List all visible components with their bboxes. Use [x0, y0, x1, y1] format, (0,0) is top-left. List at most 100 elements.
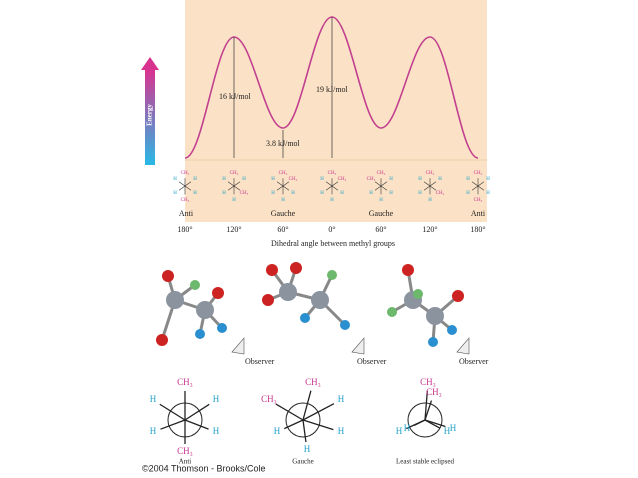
bond: [184, 403, 210, 421]
atom-label: CH₃: [377, 171, 386, 176]
bond: [178, 181, 186, 187]
observer-label: Observer: [459, 357, 489, 366]
atom-label: H: [369, 191, 373, 196]
atom-label: CH₃: [181, 171, 190, 176]
atom-label: H: [222, 191, 226, 196]
x-axis-title: Dihedral angle between methyl groups: [271, 239, 395, 248]
atom-label: CH₃: [474, 171, 483, 176]
bond: [276, 181, 284, 187]
newman-name: Gauche: [292, 458, 313, 466]
atom-label: CH₃: [181, 198, 190, 203]
bond: [413, 419, 426, 427]
bond: [374, 181, 382, 187]
atom-label: H: [389, 177, 393, 182]
atom-label: H: [150, 394, 157, 404]
energy-label: Energy: [146, 104, 154, 126]
bond: [325, 185, 333, 191]
atom-label: H: [222, 177, 226, 182]
atom-label: H: [304, 444, 311, 454]
bond: [302, 419, 334, 431]
bond: [325, 181, 333, 187]
bond: [178, 185, 186, 191]
atom-label: CH₃: [177, 446, 193, 456]
bond: [429, 185, 437, 191]
bond: [424, 400, 433, 421]
bond: [380, 181, 388, 187]
atom-label: CH₃: [338, 177, 347, 182]
bond: [233, 181, 241, 187]
bond: [227, 181, 235, 187]
bond: [184, 419, 209, 430]
atom-label: H: [330, 198, 334, 203]
observer-label: Observer: [245, 357, 275, 366]
atom-label: H: [291, 191, 295, 196]
atom-label: CH₃: [230, 171, 239, 176]
atom-label: CH₃: [420, 377, 436, 387]
atom-label: H: [404, 423, 411, 433]
atom-label: CH₃: [367, 177, 376, 182]
atom-label: H: [379, 198, 383, 203]
atom-label: H: [213, 394, 220, 404]
model-atoms: [156, 262, 464, 347]
atom-label: CH₃: [328, 171, 337, 176]
bond: [302, 419, 307, 443]
bond: [374, 185, 382, 191]
bond: [227, 185, 235, 191]
conformation-label: Gauche: [369, 209, 394, 218]
bond: [471, 181, 479, 187]
bond: [331, 185, 339, 191]
atom-label: H: [173, 191, 177, 196]
bond: [283, 419, 304, 430]
observer-icons: [231, 337, 470, 355]
atom-label: H: [418, 191, 422, 196]
bond: [477, 185, 485, 191]
newman-name: Anti: [179, 458, 192, 466]
barrier-label: 19 kJ/mol: [316, 85, 349, 94]
bond: [380, 185, 388, 191]
barrier-label: 3.8 kJ/mol: [266, 139, 301, 148]
angle-label: 120°: [422, 225, 437, 234]
bond: [423, 185, 431, 191]
bond: [160, 419, 186, 430]
atom-label: H: [320, 177, 324, 182]
observer-label: Observer: [357, 357, 387, 366]
atom-label: H: [438, 177, 442, 182]
barrier-label: 16 kJ/mol: [219, 92, 252, 101]
conformation-label: Anti: [471, 209, 486, 218]
atom-label: H: [450, 423, 457, 433]
atom-label: H: [444, 426, 451, 436]
atom-label: H: [193, 191, 197, 196]
bond: [477, 181, 485, 187]
atom-label: H: [173, 177, 177, 182]
angle-label: 180°: [177, 225, 192, 234]
atom-label: CH₃: [305, 377, 321, 387]
atom-label: H: [281, 198, 285, 203]
bond: [424, 390, 429, 421]
atom-label: H: [418, 177, 422, 182]
atom-label: H: [486, 177, 490, 182]
atom-label: CH₃: [279, 171, 288, 176]
atom-label: H: [274, 426, 281, 436]
atom-label: H: [271, 191, 275, 196]
bond: [424, 419, 446, 428]
atom-label: H: [193, 177, 197, 182]
bond: [471, 185, 479, 191]
atom-label: H: [242, 177, 246, 182]
bond: [159, 403, 186, 421]
atom-label: H: [486, 191, 490, 196]
atom-label: H: [389, 191, 393, 196]
conformation-label: Gauche: [271, 209, 296, 218]
bond: [429, 181, 437, 187]
atom-label: H: [320, 191, 324, 196]
conformation-label: Anti: [179, 209, 194, 218]
bond: [302, 390, 312, 421]
energy-arrowhead: [141, 57, 159, 70]
angle-label: 60°: [277, 225, 288, 234]
atom-label: CH₃: [436, 191, 445, 196]
angle-label: 120°: [226, 225, 241, 234]
atom-label: CH₃: [177, 377, 193, 387]
credit: ©2004 Thomson - Brooks/Cole: [142, 463, 266, 473]
atom-label: H: [150, 426, 157, 436]
atom-label: H: [396, 426, 403, 436]
